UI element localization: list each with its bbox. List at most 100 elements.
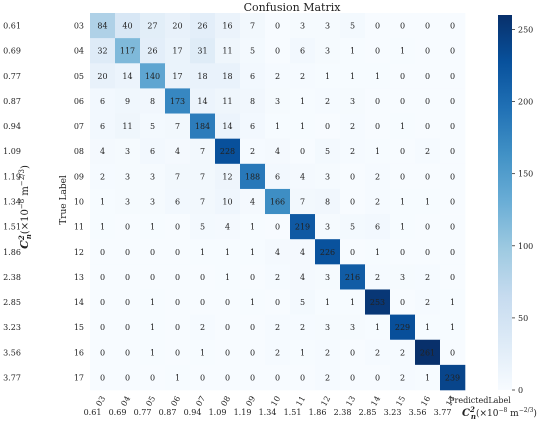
cell-value-label: 2 bbox=[250, 147, 255, 156]
heatmap-cell bbox=[365, 364, 391, 391]
heatmap-cell bbox=[365, 239, 391, 265]
heatmap-cell bbox=[140, 339, 166, 366]
cell-value-label: 0 bbox=[300, 147, 305, 156]
cell-value-label: 1 bbox=[150, 223, 155, 232]
cell-value-label: 7 bbox=[175, 122, 180, 131]
heatmap-cell bbox=[240, 264, 266, 290]
heatmap-cell bbox=[315, 88, 341, 114]
heatmap-cell bbox=[90, 63, 116, 89]
heatmap-cell bbox=[415, 138, 441, 165]
heatmap-cell bbox=[415, 13, 441, 39]
cell-value-label: 4 bbox=[175, 147, 180, 156]
cell-value-label: 3 bbox=[275, 97, 280, 106]
heatmap-cell bbox=[315, 339, 341, 366]
cell-value-label: 1 bbox=[375, 72, 380, 81]
heatmap-cell bbox=[240, 188, 266, 215]
cell-value-label: 3 bbox=[300, 22, 305, 31]
cn2-y-axis-label: C2n(×10−8 m−2/3) bbox=[17, 165, 33, 249]
cell-value-label: 0 bbox=[425, 248, 430, 257]
heatmap-cell bbox=[265, 364, 291, 391]
heatmap-cell bbox=[340, 13, 366, 39]
x-cn2-tick-label: 0.61 bbox=[84, 408, 102, 417]
cell-value-label: 1 bbox=[150, 323, 155, 332]
heatmap-cell bbox=[265, 138, 291, 165]
cell-value-label: 27 bbox=[147, 22, 157, 31]
heatmap-cell bbox=[290, 13, 316, 39]
heatmap-cell bbox=[215, 88, 241, 114]
heatmap-cell bbox=[240, 339, 266, 366]
cell-value-label: 6 bbox=[175, 198, 180, 207]
x-cn2-tick-label: 1.51 bbox=[284, 408, 302, 417]
cell-value-label: 0 bbox=[450, 273, 455, 282]
cell-value-label: 1 bbox=[350, 298, 355, 307]
cell-value-label: 2 bbox=[375, 273, 380, 282]
heatmap-cell bbox=[415, 63, 441, 89]
y-cn2-tick-label: 1.86 bbox=[3, 248, 21, 257]
cell-value-label: 2 bbox=[275, 273, 280, 282]
heatmap-cell bbox=[390, 163, 416, 190]
heatmap-cell bbox=[265, 163, 291, 190]
cell-value-label: 4 bbox=[100, 147, 105, 156]
cell-value-label: 2 bbox=[100, 172, 105, 181]
x-cn2-tick-label: 2.85 bbox=[359, 408, 377, 417]
heatmap-cell bbox=[340, 264, 366, 290]
cell-value-label: 1 bbox=[250, 248, 255, 257]
y-cn2-tick-label: 1.34 bbox=[3, 198, 21, 207]
cell-value-label: 0 bbox=[375, 22, 380, 31]
cell-value-label: 5 bbox=[150, 122, 155, 131]
cell-value-label: 0 bbox=[200, 298, 205, 307]
heatmap-cell bbox=[215, 239, 241, 265]
heatmap-cell bbox=[90, 289, 116, 315]
cell-value-label: 0 bbox=[125, 323, 130, 332]
heatmap-cell bbox=[340, 289, 366, 315]
cell-value-label: 0 bbox=[450, 348, 455, 357]
cell-value-label: 16 bbox=[222, 22, 232, 31]
heatmap-cell bbox=[115, 88, 141, 114]
heatmap-cell bbox=[165, 214, 191, 240]
x-tick-label: 04 bbox=[119, 395, 132, 408]
chart-title: Confusion Matrix bbox=[244, 1, 342, 14]
cell-value-label: 0 bbox=[175, 223, 180, 232]
heatmap-cell bbox=[215, 339, 241, 366]
heatmap-cell bbox=[140, 239, 166, 265]
cell-value-label: 0 bbox=[150, 373, 155, 382]
heatmap-cell bbox=[365, 188, 391, 215]
cell-value-label: 0 bbox=[400, 22, 405, 31]
heatmap-cell bbox=[365, 13, 391, 39]
cell-value-label: 219 bbox=[295, 223, 310, 232]
heatmap-cell bbox=[140, 314, 166, 341]
cell-value-label: 1 bbox=[450, 298, 455, 307]
heatmap-cell bbox=[90, 13, 116, 39]
cell-value-label: 0 bbox=[350, 373, 355, 382]
cell-value-label: 166 bbox=[270, 198, 285, 207]
cell-value-label: 1 bbox=[400, 223, 405, 232]
cell-value-label: 0 bbox=[100, 298, 105, 307]
heatmap-cell bbox=[290, 113, 316, 139]
colorbar-tick-label: 250 bbox=[518, 25, 533, 34]
cell-value-label: 4 bbox=[250, 198, 255, 207]
cell-value-label: 1 bbox=[425, 323, 430, 332]
cell-value-label: 261 bbox=[420, 348, 435, 357]
heatmap-cell bbox=[415, 314, 441, 341]
heatmap-cell bbox=[415, 264, 441, 290]
heatmap-cell bbox=[90, 239, 116, 265]
heatmap-cell bbox=[440, 289, 466, 315]
heatmap-cell bbox=[115, 163, 141, 190]
heatmap-cell bbox=[140, 364, 166, 391]
heatmap-cell bbox=[390, 188, 416, 215]
heatmap-cell bbox=[440, 63, 466, 89]
y-tick-label: 06 bbox=[74, 97, 84, 106]
cell-value-label: 2 bbox=[325, 97, 330, 106]
heatmap-cell bbox=[290, 214, 316, 240]
cell-value-label: 0 bbox=[275, 298, 280, 307]
cell-value-label: 0 bbox=[175, 298, 180, 307]
cell-value-label: 0 bbox=[400, 97, 405, 106]
heatmap-cell bbox=[290, 63, 316, 89]
heatmap-cell bbox=[90, 138, 116, 165]
heatmap-cell bbox=[140, 163, 166, 190]
cell-value-label: 253 bbox=[370, 298, 385, 307]
x-tick-label: 10 bbox=[269, 395, 282, 408]
cell-value-label: 2 bbox=[350, 147, 355, 156]
heatmap-cell bbox=[415, 163, 441, 190]
heatmap-cell bbox=[190, 339, 216, 366]
